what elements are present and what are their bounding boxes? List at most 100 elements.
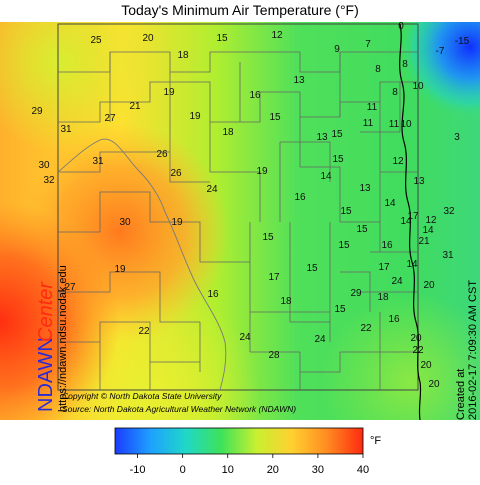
temperature-value-label: 24 (314, 334, 326, 345)
ndawn-branding: NDAWN Center https://ndawn.ndsu.nodak.ed… (35, 265, 69, 412)
created-time: 2016-02-17 7:09:30 AM CST (467, 280, 479, 420)
temperature-value-label: 16 (249, 90, 261, 101)
temperature-value-label: 20 (410, 333, 422, 344)
temperature-value-label: 22 (412, 345, 424, 356)
temperature-value-label: 31 (442, 250, 454, 261)
temperature-value-label: 18 (222, 127, 234, 138)
temperature-value-label: 8 (402, 59, 408, 70)
temperature-value-label: 22 (360, 323, 372, 334)
temperature-value-label: 19 (189, 111, 201, 122)
map-canvas: NDAWN Center https://ndawn.ndsu.nodak.ed… (0, 22, 480, 420)
temperature-value-label: 19 (171, 217, 183, 228)
temperature-value-label: 19 (114, 264, 126, 275)
colorbar-svg: °F -10 0 10 20 30 40 (114, 427, 381, 476)
temperature-map: NDAWN Center https://ndawn.ndsu.nodak.ed… (0, 22, 480, 420)
temperature-value-label: 20 (420, 360, 432, 371)
colorbar-tick-label: 20 (267, 464, 279, 476)
temperature-value-label: 30 (119, 217, 131, 228)
created-label: Created at (455, 369, 467, 420)
temperature-value-label: 21 (418, 236, 430, 247)
temperature-value-label: -7 (436, 46, 445, 57)
copyright-text: Copyright © North Dakota State Universit… (62, 391, 222, 401)
colorbar-tick-label: 30 (312, 464, 324, 476)
temperature-value-label: 13 (293, 75, 305, 86)
temperature-value-label: 32 (443, 206, 455, 217)
temperature-value-label: 32 (43, 175, 55, 186)
temperature-value-label: 17 (378, 262, 390, 273)
temperature-value-label: 24 (239, 332, 251, 343)
temperature-value-label: 21 (129, 101, 141, 112)
temperature-value-label: 12 (271, 30, 283, 41)
temperature-value-label: 15 (356, 224, 368, 235)
temperature-value-label: 27 (64, 282, 76, 293)
temperature-value-label: 15 (306, 263, 318, 274)
colorbar-bar (114, 427, 364, 455)
temperature-value-label: 15 (331, 129, 343, 140)
colorbar-tick-label: -10 (130, 464, 146, 476)
ndawn-url: https://ndawn.ndsu.nodak.edu (57, 265, 69, 412)
temperature-value-label: 11 (363, 118, 374, 129)
temperature-value-label: 18 (177, 50, 189, 61)
temperature-value-label: 29 (350, 288, 362, 299)
temperature-value-label: 15 (332, 154, 344, 165)
temperature-value-label: 16 (381, 240, 393, 251)
red-river (399, 23, 422, 420)
temperature-value-label: 18 (280, 296, 292, 307)
temperature-value-label: 30 (38, 160, 50, 171)
temperature-value-label: 16 (388, 314, 400, 325)
temperature-value-label: 14 (422, 225, 434, 236)
temperature-value-label: 7 (365, 39, 371, 50)
temperature-value-label: 15 (334, 304, 346, 315)
ndawn-name: NDAWN (35, 337, 57, 412)
missouri-river (57, 138, 227, 391)
temperature-value-label: 9 (334, 44, 340, 55)
temperature-value-label: 31 (92, 156, 104, 167)
temperature-value-label: 15 (262, 232, 274, 243)
temperature-value-label: 15 (216, 33, 228, 44)
county-lines (58, 51, 418, 390)
temperature-value-label: -15 (455, 36, 470, 47)
temperature-value-label: 25 (90, 35, 102, 46)
temperature-value-label: 3 (454, 132, 460, 143)
temperature-value-label: 13 (413, 176, 425, 187)
temperature-value-label: 29 (31, 106, 43, 117)
temperature-value-label: 14 (384, 198, 396, 209)
colorbar-tick-label: 10 (222, 464, 234, 476)
temperature-value-label: 20 (428, 379, 440, 390)
state-border (57, 23, 419, 391)
temperature-value-label: 28 (268, 350, 280, 361)
temperature-value-label: 27 (104, 113, 116, 124)
temperature-value-label: 8 (392, 87, 398, 98)
temperature-value-label: 26 (156, 149, 168, 160)
ndawn-center: Center (35, 281, 57, 342)
temperature-value-label: 26 (170, 168, 182, 179)
temperature-value-label: 16 (207, 289, 219, 300)
colorbar-unit: °F (370, 435, 381, 447)
temperature-value-label: 17 (407, 211, 419, 222)
colorbar-ticks: -10 0 10 20 30 40 (130, 454, 369, 476)
temperature-value-label: 20 (423, 280, 435, 291)
colorbar: °F -10 0 10 20 30 40 (0, 424, 480, 480)
map-title: Today's Minimum Air Temperature (°F) (121, 2, 359, 18)
colorbar-tick-label: 0 (180, 464, 186, 476)
temperature-value-label: 14 (320, 171, 332, 182)
temperature-value-label: 13 (359, 183, 371, 194)
temperature-value-label: 15 (340, 206, 352, 217)
temperature-value-label: 11 (389, 119, 400, 130)
temperature-value-label: 12 (392, 156, 404, 167)
temperature-value-label: 22 (138, 326, 150, 337)
temperature-value-label: 8 (375, 64, 381, 75)
temperature-value-label: 24 (206, 184, 218, 195)
temperature-value-label: 14 (400, 216, 412, 227)
source-text: Source: North Dakota Agricultural Weathe… (62, 404, 296, 414)
temperature-value-label: 15 (338, 240, 350, 251)
temperature-value-label: 20 (142, 33, 154, 44)
temperature-value-label: 18 (377, 292, 389, 303)
created-at: Created at 2016-02-17 7:09:30 AM CST (455, 280, 479, 420)
temperature-value-label: 31 (60, 124, 72, 135)
temperature-value-label: 17 (268, 272, 280, 283)
temperature-value-label: 0 (398, 22, 404, 32)
temperature-value-label: 19 (163, 87, 175, 98)
temperature-value-label: 15 (269, 112, 281, 123)
